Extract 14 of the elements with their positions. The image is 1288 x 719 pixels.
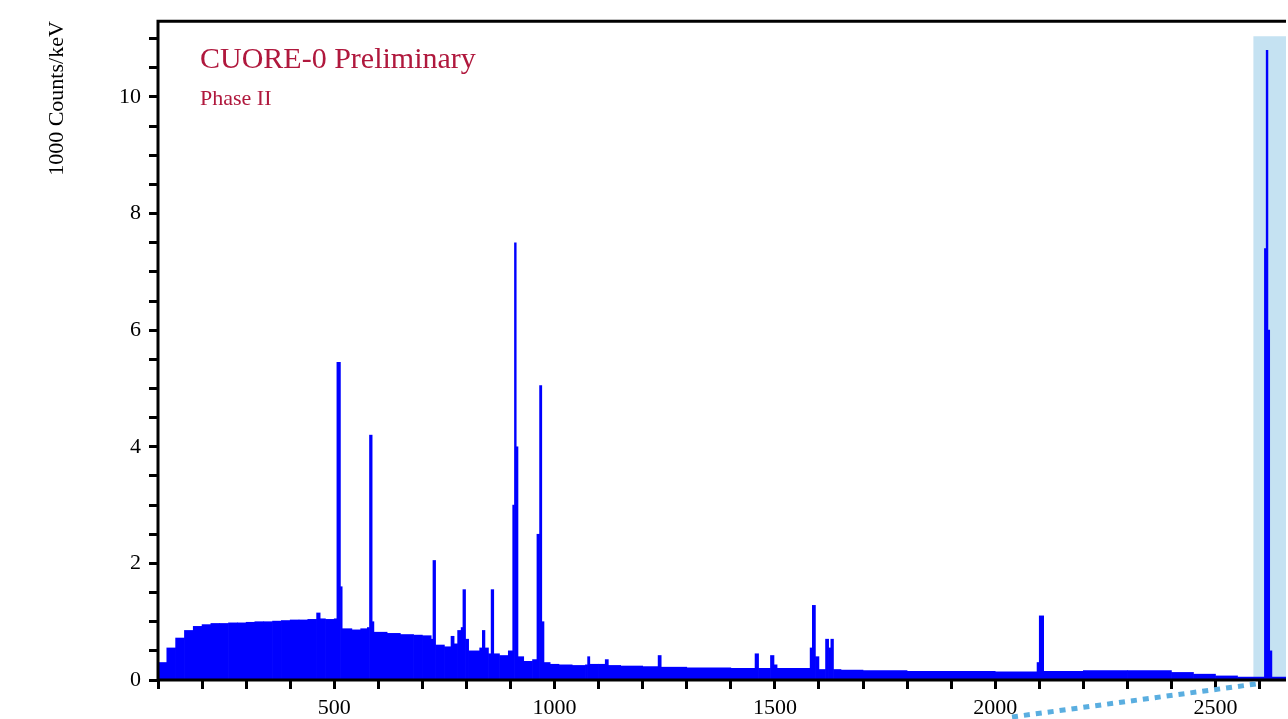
y-tick-label: 6 bbox=[130, 315, 141, 341]
y-tick-label: 0 bbox=[130, 665, 141, 691]
x-tick-label: 1000 bbox=[532, 693, 577, 719]
x-tick-label: 2500 bbox=[1193, 693, 1238, 719]
x-tick-label: 500 bbox=[317, 693, 351, 719]
text: Phase II bbox=[200, 85, 272, 111]
y-tick-label: 2 bbox=[130, 549, 141, 575]
x-tick-label: 1500 bbox=[752, 693, 797, 719]
text: CUORE-0 Preliminary bbox=[200, 41, 476, 75]
y-tick-label: 4 bbox=[130, 432, 141, 458]
y-tick-label: 10 bbox=[119, 82, 141, 108]
x-tick-label: 2000 bbox=[973, 693, 1018, 719]
y-tick-label: 8 bbox=[130, 199, 141, 225]
y-axis-title: 1000 Counts/keV bbox=[42, 21, 68, 176]
